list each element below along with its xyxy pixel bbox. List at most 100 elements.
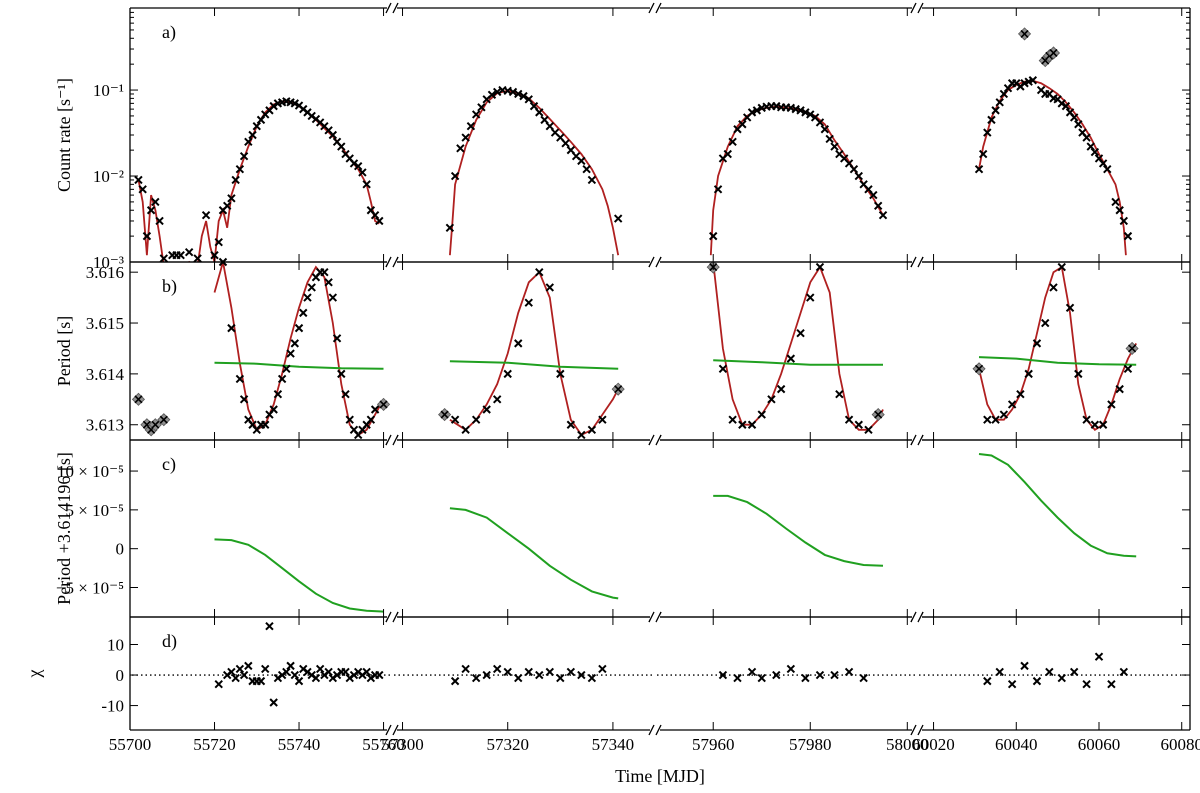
data-point (282, 364, 291, 374)
data-point (159, 254, 169, 263)
data-point (999, 410, 1009, 419)
data-point (244, 661, 253, 671)
x-tick-label: 55700 (109, 735, 152, 754)
highlight-cross (134, 395, 143, 404)
data-point (545, 667, 555, 677)
data-point (983, 676, 992, 686)
axis-break-mark (655, 434, 662, 446)
axis-break-gap (650, 257, 660, 267)
x-tick-label: 55720 (193, 735, 236, 754)
data-point (1103, 165, 1112, 174)
data-point (582, 165, 591, 174)
y-axis-title: Count rate [s⁻¹] (54, 78, 74, 192)
axis-break-mark (392, 2, 399, 14)
data-point (556, 369, 565, 379)
data-point (248, 130, 257, 140)
data-point (1107, 679, 1116, 689)
axis-break-mark (392, 256, 399, 268)
y-tick-label: 0 (116, 540, 125, 559)
axis-break-gap (387, 435, 397, 445)
data-point (503, 667, 512, 677)
model-curve (449, 89, 620, 256)
data-point (796, 328, 805, 338)
data-point (487, 90, 497, 100)
green-curve (449, 507, 619, 600)
data-point (299, 308, 308, 318)
data-point (864, 425, 873, 435)
data-point (375, 670, 384, 680)
axis-break-mark (385, 724, 392, 736)
axis-break-mark (655, 256, 662, 268)
axis-break-mark (910, 256, 917, 268)
data-point (806, 110, 815, 119)
data-point (556, 673, 565, 683)
axis-break-gap (912, 725, 922, 735)
data-point (854, 171, 863, 181)
data-point (535, 670, 544, 680)
data-point (545, 283, 555, 292)
data-point (587, 673, 597, 683)
axis-break-gap (650, 435, 660, 445)
data-point (184, 247, 194, 257)
data-point (445, 223, 455, 232)
data-point (815, 118, 825, 127)
panel-label: c) (162, 454, 176, 475)
data-point (1057, 262, 1066, 272)
data-point (1090, 420, 1100, 429)
data-point (1061, 101, 1071, 111)
data-point (155, 216, 164, 226)
data-point (577, 430, 586, 440)
axis-break-gap (650, 612, 660, 622)
panel-b: 3.613 3.614 3.615 3.616 b) Period [s] (54, 256, 1191, 446)
x-tick-label: 57300 (381, 735, 424, 754)
x-tick-label: 57980 (789, 735, 832, 754)
data-point (337, 369, 346, 379)
axis-break-mark (385, 2, 392, 14)
data-point (587, 175, 597, 185)
data-point (815, 670, 825, 680)
data-point (341, 667, 350, 677)
data-point (269, 101, 278, 111)
axis-break-gap (912, 435, 922, 445)
data-point (733, 673, 742, 683)
data-point (151, 197, 160, 207)
data-point (201, 211, 211, 220)
data-point (358, 168, 367, 177)
data-point (456, 144, 465, 153)
data-point (983, 128, 992, 137)
data-point (835, 390, 844, 399)
data-point (231, 673, 240, 683)
data-point (252, 121, 261, 131)
axis-break-gap (387, 3, 397, 13)
data-point (786, 664, 796, 674)
axis-break-mark (385, 434, 392, 446)
green-curve (978, 453, 1137, 558)
y-tick-label: 10⁻¹ (93, 81, 124, 100)
data-point (290, 339, 300, 348)
data-point (723, 149, 732, 159)
axis-break-mark (910, 611, 917, 623)
highlight-cross (614, 385, 623, 394)
x-tick-label: 60060 (1078, 735, 1121, 754)
data-point (146, 206, 156, 215)
highlight-cross (1128, 344, 1137, 353)
data-point (362, 667, 371, 677)
y-tick-label: 10 (107, 635, 124, 654)
data-point (353, 162, 363, 171)
data-point (561, 139, 570, 148)
data-point (1024, 369, 1033, 379)
data-point (991, 106, 1000, 115)
data-point (1057, 673, 1066, 683)
data-point (362, 180, 371, 189)
x-tick-label: 57320 (486, 735, 529, 754)
data-point (1082, 679, 1091, 689)
data-point (1041, 318, 1050, 328)
data-point (854, 420, 863, 429)
model-curve (449, 270, 619, 437)
axis-break-mark (917, 2, 924, 14)
model-curve (978, 79, 1127, 256)
green-curve (214, 538, 384, 613)
data-point (825, 134, 834, 144)
axis-break-gap (650, 3, 660, 13)
